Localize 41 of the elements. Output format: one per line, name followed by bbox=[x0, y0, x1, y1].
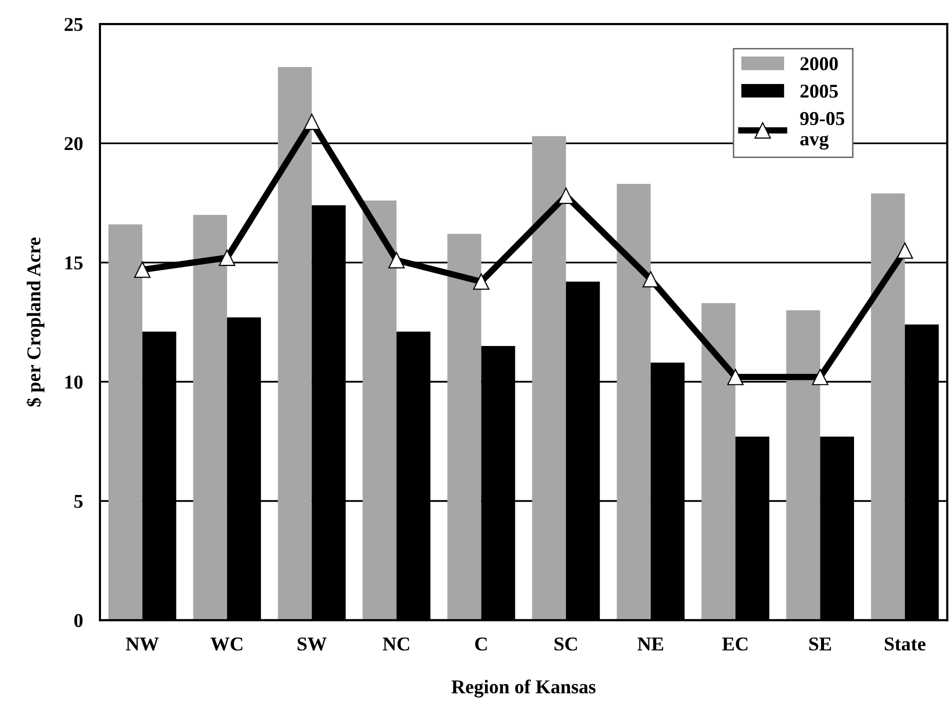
x-tick-label: EC bbox=[722, 637, 748, 651]
y-tick-label: 5 bbox=[74, 494, 83, 508]
x-tick-label: NW bbox=[126, 638, 159, 651]
y-tick-label: 0 bbox=[74, 614, 83, 628]
y-tick-label: 25 bbox=[64, 18, 83, 32]
bar bbox=[447, 234, 482, 620]
bar bbox=[786, 310, 820, 620]
legend-label: 2005 bbox=[800, 84, 838, 98]
bar bbox=[702, 303, 736, 620]
x-tick-label: State bbox=[884, 637, 926, 651]
x-tick-label: WC bbox=[210, 637, 242, 651]
point bbox=[727, 368, 744, 386]
y-tick-label: 20 bbox=[64, 137, 83, 150]
x-tick-label: NE bbox=[638, 638, 664, 650]
bar bbox=[193, 214, 228, 620]
bar bbox=[278, 66, 312, 620]
y-tick-label: 10 bbox=[65, 376, 83, 389]
bar bbox=[870, 193, 905, 620]
point bbox=[812, 368, 828, 386]
bar bbox=[362, 200, 397, 620]
bar bbox=[616, 184, 651, 620]
point bbox=[388, 252, 405, 268]
bar bbox=[532, 136, 566, 620]
x-tick-label: SE bbox=[809, 637, 832, 651]
bar bbox=[108, 224, 142, 620]
point bbox=[218, 250, 236, 266]
x-tick-label: SC bbox=[554, 637, 577, 651]
point bbox=[896, 242, 914, 259]
legend-label: 2000 bbox=[800, 57, 838, 70]
point bbox=[134, 261, 151, 278]
point bbox=[304, 114, 320, 130]
y-axis-title: $ per Cropland Acre bbox=[26, 238, 44, 407]
x-tick-label: SW bbox=[298, 637, 327, 651]
legend-label: 99-05 avg bbox=[800, 112, 844, 150]
x-tick-label: C bbox=[475, 637, 487, 651]
point bbox=[558, 188, 574, 204]
y-tick-label: 15 bbox=[65, 256, 83, 270]
x-tick-label: NC bbox=[382, 637, 410, 651]
point bbox=[642, 271, 659, 288]
point bbox=[473, 273, 490, 290]
x-axis-title: Region of Kansas bbox=[452, 680, 596, 698]
